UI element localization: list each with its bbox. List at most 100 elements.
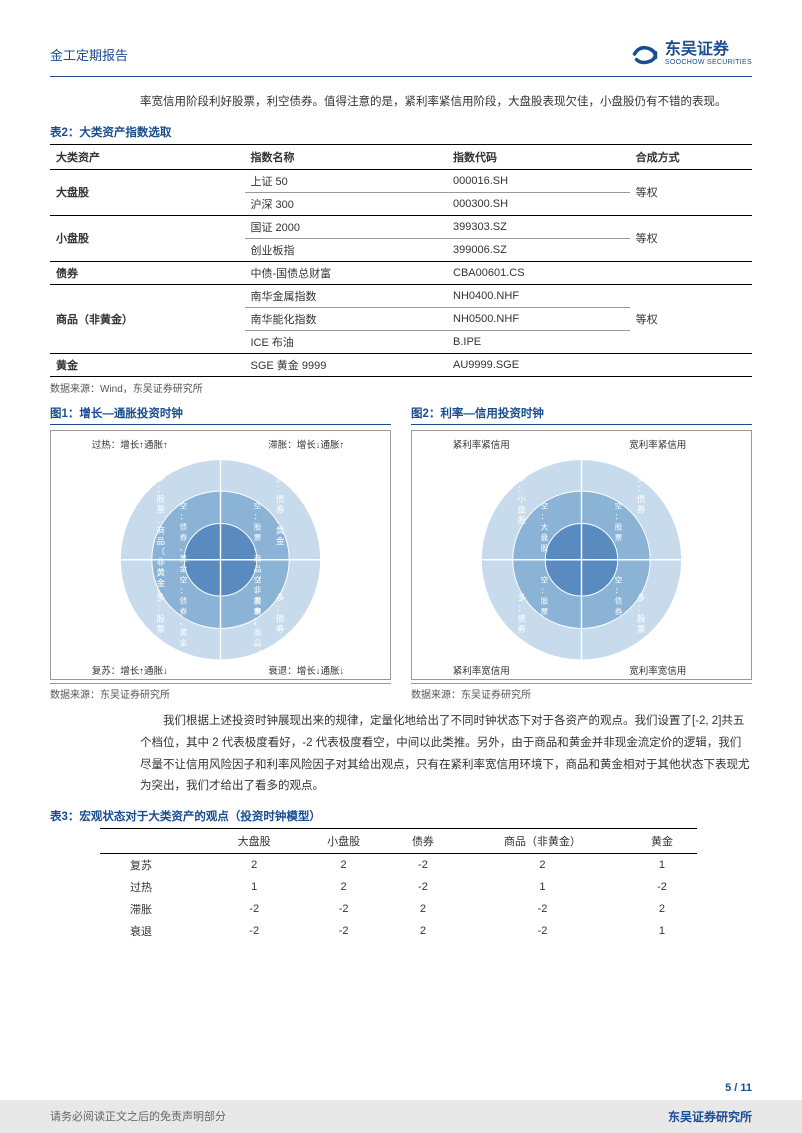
macro-state: 复苏 (100, 854, 209, 877)
view-value: 2 (299, 854, 388, 877)
svg-text:品: 品 (254, 638, 262, 647)
svg-text:：: ： (518, 603, 527, 613)
svg-text:多: 多 (157, 591, 166, 602)
svg-text:股: 股 (518, 515, 527, 525)
table-header (100, 829, 209, 854)
header-title: 金工定期报告 (50, 45, 128, 64)
svg-text:大: 大 (541, 521, 549, 531)
svg-text:多: 多 (276, 591, 285, 602)
svg-text:股: 股 (615, 522, 623, 531)
svg-text:多: 多 (637, 472, 646, 483)
index-code: AU9999.SGE (447, 353, 630, 376)
svg-text:空: 空 (541, 574, 549, 584)
view-value: -2 (209, 920, 298, 942)
logo-cn: 东吴证券 (665, 41, 752, 59)
svg-text:金: 金 (180, 563, 188, 573)
macro-state: 过热 (100, 876, 209, 898)
svg-text:券: 券 (180, 606, 188, 616)
view-value: 1 (627, 920, 696, 942)
svg-text:股: 股 (157, 613, 166, 623)
svg-text:黄: 黄 (180, 627, 188, 637)
svg-text:、: 、 (180, 617, 188, 626)
view-value: -2 (209, 898, 298, 920)
svg-text:空: 空 (180, 574, 188, 584)
svg-text:：: ： (180, 512, 188, 521)
index-code: 399006.SZ (447, 238, 630, 261)
svg-text:：: ： (637, 603, 646, 613)
view-value: -2 (458, 898, 628, 920)
table-header: 指数名称 (245, 144, 448, 169)
svg-text:非: 非 (157, 556, 166, 567)
combine-method: 等权 (630, 284, 752, 353)
view-value: -2 (458, 920, 628, 942)
macro-state: 滞胀 (100, 898, 209, 920)
footer-disclaimer: 请务必阅读正文之后的免责声明部分 (50, 1108, 226, 1125)
table2-title: 表2：大类资产指数选取 (50, 124, 752, 140)
view-value: -2 (388, 854, 457, 877)
svg-text:金: 金 (254, 679, 262, 680)
chart1-source: 数据来源：东吴证券研究所 (50, 683, 391, 701)
combine-method: 等权 (630, 169, 752, 215)
charts-row: 图1：增长—通胀投资时钟 过热：增长↑通胀↑滞胀：增长↓通胀↑复苏：增长↑通胀↓… (50, 405, 752, 701)
svg-text:：: ： (541, 586, 549, 595)
svg-text:非: 非 (254, 658, 262, 668)
view-value: 2 (627, 898, 696, 920)
svg-text:券: 券 (637, 503, 646, 514)
view-value: 1 (458, 876, 628, 898)
table-header: 大盘股 (209, 829, 298, 854)
svg-text:：: ： (180, 586, 188, 595)
view-value: 2 (388, 920, 457, 942)
combine-method (630, 261, 752, 284)
svg-text:票: 票 (254, 607, 262, 616)
index-name: 创业板指 (245, 238, 448, 261)
svg-text:宽利率宽信用: 宽利率宽信用 (629, 665, 686, 677)
view-value: 1 (627, 854, 696, 877)
svg-text:：: ： (637, 483, 646, 493)
svg-text:复苏：增长↑通胀↓: 复苏：增长↑通胀↓ (92, 665, 168, 677)
svg-text:空: 空 (254, 500, 262, 510)
index-name: 沪深 300 (245, 192, 448, 215)
svg-text:票: 票 (254, 533, 262, 542)
table-header: 商品（非黄金） (458, 829, 628, 854)
index-code: 399303.SZ (447, 215, 630, 238)
table3-title: 表3：宏观状态对于大类资产的观点（投资时钟模型） (50, 808, 752, 824)
rate-credit-clock: 紧利率紧信用宽利率紧信用紧利率宽信用宽利率宽信用多：小盘股多：债券多：股票多：债… (411, 430, 752, 680)
view-value: -2 (627, 876, 696, 898)
svg-text:股: 股 (254, 522, 262, 531)
asset-category: 债券 (50, 261, 245, 284)
svg-text:衰退：增长↓通胀↓: 衰退：增长↓通胀↓ (268, 665, 344, 677)
svg-text:商: 商 (254, 553, 262, 563)
svg-text:过热：增长↑通胀↑: 过热：增长↑通胀↑ (92, 439, 168, 451)
svg-text:：: ： (157, 483, 166, 493)
svg-text:：: ： (541, 512, 549, 521)
intro-paragraph: 率宽信用阶段利好股票，利空债券。值得注意的是，紧利率紧信用阶段，大盘股表现欠佳，… (140, 92, 752, 114)
svg-text:紧利率紧信用: 紧利率紧信用 (453, 439, 510, 451)
svg-text:票: 票 (157, 504, 166, 514)
svg-text:股: 股 (254, 596, 262, 605)
svg-text:（: （ (157, 546, 166, 556)
svg-text:金: 金 (180, 637, 188, 647)
chart2-source: 数据来源：东吴证券研究所 (411, 683, 752, 701)
svg-text:股: 股 (637, 613, 646, 623)
table-header: 大类资产 (50, 144, 245, 169)
view-value: -2 (388, 876, 457, 898)
macro-state: 衰退 (100, 920, 209, 942)
svg-text:券: 券 (276, 623, 285, 634)
svg-text:、: 、 (276, 634, 285, 644)
svg-text:金: 金 (276, 535, 285, 546)
svg-text:小: 小 (518, 494, 527, 504)
svg-text:：: ： (157, 603, 166, 613)
combine-method (630, 353, 752, 376)
svg-text:股: 股 (541, 543, 549, 552)
svg-text:债: 债 (180, 595, 188, 605)
macro-view-table: 大盘股小盘股债券商品（非黄金）黄金 复苏22-221过热12-21-2滞胀-2-… (100, 828, 697, 942)
view-value: 2 (388, 898, 457, 920)
chart1-title: 图1：增长—通胀投资时钟 (50, 405, 391, 425)
svg-text:黄: 黄 (276, 524, 285, 535)
table-header: 合成方式 (630, 144, 752, 169)
svg-text:、: 、 (254, 543, 262, 552)
svg-text:、: 、 (254, 617, 262, 626)
svg-text:品: 品 (254, 564, 262, 573)
index-name: 国证 2000 (245, 215, 448, 238)
svg-text:金: 金 (157, 577, 166, 588)
